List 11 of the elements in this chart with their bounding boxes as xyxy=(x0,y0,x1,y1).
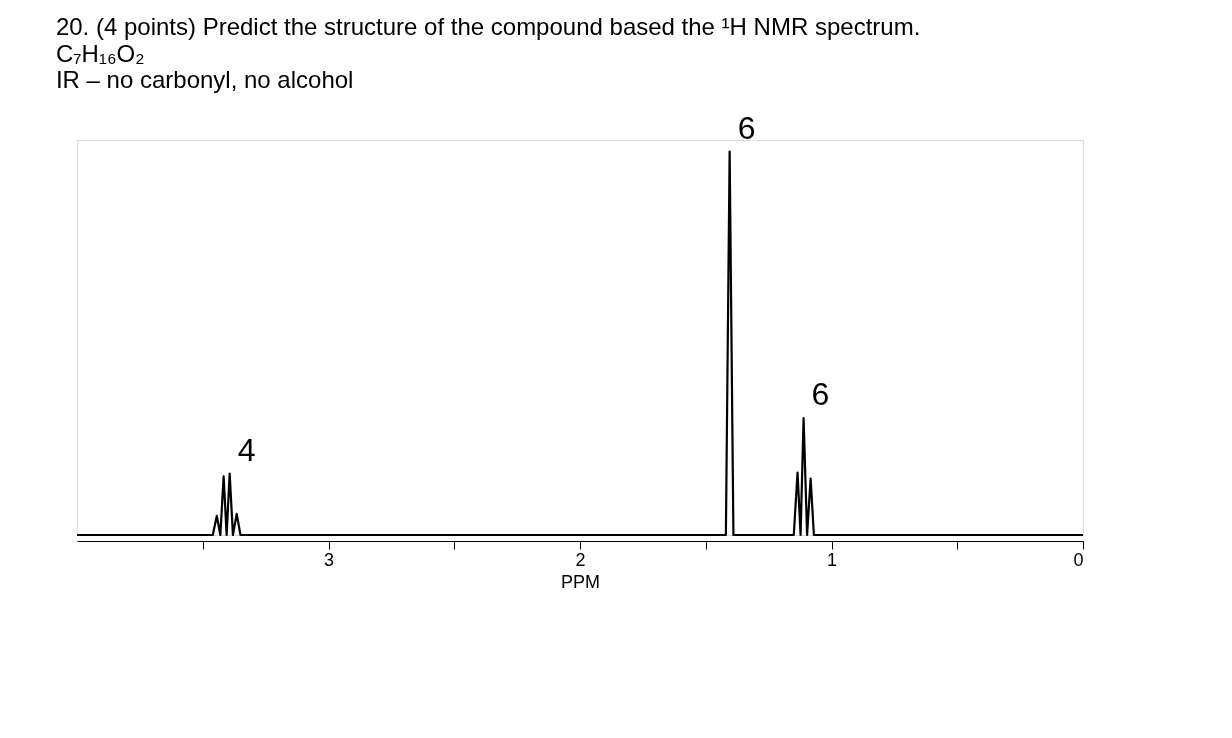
annotation: 6 xyxy=(811,376,830,413)
x-tick-label: 2 xyxy=(575,549,586,570)
x-tick-label: 0 xyxy=(1073,549,1084,570)
x-tick-label: 3 xyxy=(323,549,335,570)
x-axis-title: PPM xyxy=(560,571,601,592)
x-tick-label: 1 xyxy=(826,549,838,570)
annotation: 4 xyxy=(237,431,256,468)
text: C₇H₁₆O₂ xyxy=(55,39,145,67)
chart-title: 20. (4 points) Predict the structure of the compound based the ¹H NMR spectrum. xyxy=(55,12,921,40)
annotation: 6 xyxy=(737,109,756,146)
text: IR – no carbonyl, no alcohol xyxy=(55,65,354,93)
